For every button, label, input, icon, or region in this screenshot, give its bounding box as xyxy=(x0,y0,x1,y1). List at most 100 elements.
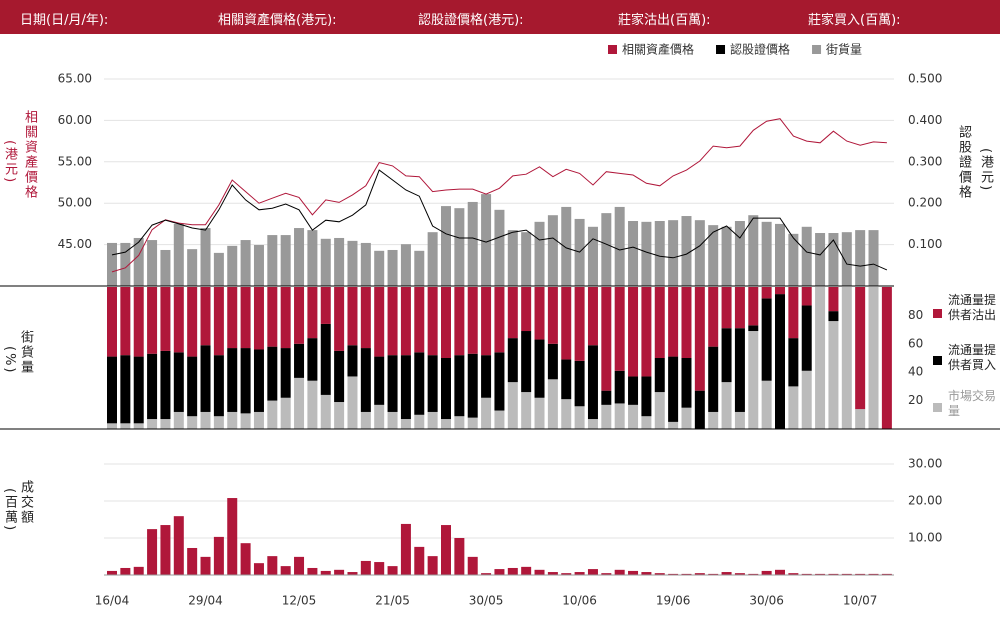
header-label: 日期(日/月/年): xyxy=(20,13,109,28)
bar-segment xyxy=(320,394,331,429)
bar-segment xyxy=(721,382,732,429)
bar-segment xyxy=(587,287,598,346)
bar xyxy=(173,223,184,286)
bar-segment xyxy=(294,377,305,429)
bar-segment xyxy=(120,423,131,429)
bar-segment xyxy=(494,352,505,411)
bar-segment xyxy=(187,416,198,429)
bar-segment xyxy=(427,287,438,356)
bar xyxy=(868,230,879,286)
bar-segment xyxy=(855,287,866,410)
bar xyxy=(400,244,411,286)
bar-segment xyxy=(481,287,492,356)
bar xyxy=(534,569,545,575)
bar xyxy=(748,215,759,286)
bar-segment xyxy=(801,287,812,306)
bar xyxy=(855,230,866,286)
bar-segment xyxy=(200,345,211,412)
bar xyxy=(601,213,612,286)
bar xyxy=(267,235,278,286)
bar-segment xyxy=(347,376,358,429)
legend-swatch xyxy=(608,45,617,54)
bar xyxy=(227,245,238,286)
bar xyxy=(841,573,852,575)
bar xyxy=(547,572,558,575)
y-tick-label: 0.500 xyxy=(908,72,942,86)
bar xyxy=(681,216,692,286)
bar-segment xyxy=(334,287,345,351)
bar xyxy=(347,572,358,575)
bar-segment xyxy=(374,404,385,429)
bar-segment xyxy=(267,346,278,401)
bar-segment xyxy=(120,287,131,356)
bar-segment xyxy=(481,355,492,398)
header-label: 相關資產價格(港元): xyxy=(218,13,337,28)
bar-segment xyxy=(307,287,318,339)
bar xyxy=(441,206,451,286)
bar xyxy=(374,562,385,575)
bar xyxy=(547,215,558,286)
bar-segment xyxy=(681,407,692,429)
bar-segment xyxy=(307,380,318,429)
bar xyxy=(868,573,879,575)
bar-segment xyxy=(708,411,719,429)
legend-swatch xyxy=(812,45,822,54)
bar xyxy=(668,220,679,286)
y-axis-unit: (港元) xyxy=(2,140,17,185)
bar xyxy=(213,252,224,286)
bar-segment xyxy=(213,287,224,356)
bar xyxy=(454,538,465,575)
bar-segment xyxy=(601,390,612,405)
bar xyxy=(561,573,572,575)
bar-segment xyxy=(734,411,745,429)
bar-segment xyxy=(360,411,371,429)
y-tick-label: 0.100 xyxy=(908,237,942,251)
bar xyxy=(734,221,745,286)
bar xyxy=(240,240,251,286)
y-axis-unit: (%) xyxy=(2,346,17,375)
bar xyxy=(521,566,532,575)
bar xyxy=(307,230,318,286)
bar-segment xyxy=(227,411,238,429)
bar-segment xyxy=(280,397,291,429)
bar-segment xyxy=(748,287,759,326)
bar-segment xyxy=(387,355,398,412)
bar xyxy=(320,238,331,286)
line xyxy=(111,118,887,273)
bar-segment xyxy=(681,358,692,408)
bar-segment xyxy=(160,350,171,420)
bar-segment xyxy=(173,352,184,412)
bar-segment xyxy=(561,359,572,400)
bar-segment xyxy=(253,411,264,429)
bar-segment xyxy=(320,323,331,395)
bar xyxy=(628,570,639,575)
bar xyxy=(360,560,371,575)
legend-label: 街貨量 xyxy=(826,42,862,57)
x-tick-label: 29/04 xyxy=(188,594,223,608)
bar-segment xyxy=(668,287,679,357)
bar xyxy=(467,556,478,575)
bar xyxy=(775,223,785,286)
bar-segment xyxy=(561,287,572,360)
bar-segment xyxy=(694,287,705,391)
bar-segment xyxy=(334,350,345,403)
legend-swatch xyxy=(933,403,942,412)
bar-segment xyxy=(414,352,425,415)
bar xyxy=(240,543,251,575)
bar-segment xyxy=(828,287,839,312)
bar xyxy=(441,525,451,575)
bar xyxy=(788,233,799,286)
bar xyxy=(654,573,665,575)
bar-segment xyxy=(454,416,465,429)
legend-label: 認股證價格 xyxy=(730,42,790,57)
bar-segment xyxy=(561,399,572,429)
bar xyxy=(828,233,839,286)
bar-segment xyxy=(734,287,745,329)
bar-segment xyxy=(213,355,224,417)
bar-segment xyxy=(240,287,251,349)
x-tick-label: 16/04 xyxy=(95,594,130,608)
bar xyxy=(387,566,398,575)
bar xyxy=(387,249,398,286)
bar-segment xyxy=(147,353,158,420)
